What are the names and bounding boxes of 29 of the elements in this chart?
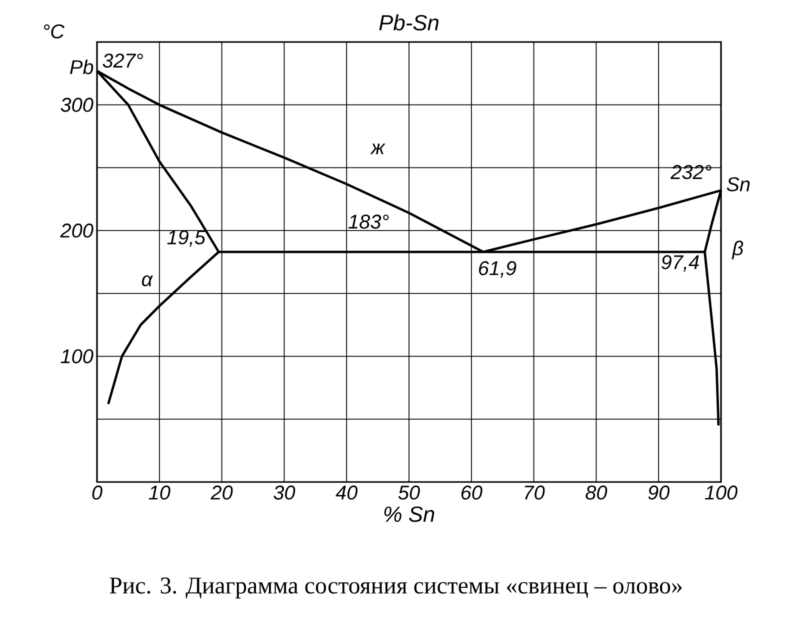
x-tick-label: 80 bbox=[586, 486, 608, 500]
annotation: 19,5 bbox=[167, 230, 206, 247]
x-tick-label: 90 bbox=[648, 486, 670, 500]
x-tick-label: 40 bbox=[336, 486, 358, 500]
x-tick-label: 20 bbox=[210, 486, 233, 500]
text: β bbox=[732, 240, 744, 260]
x-tick-label: 50 bbox=[398, 486, 420, 500]
x-tick-label: 30 bbox=[274, 486, 296, 500]
x-tick-label: 60 bbox=[461, 486, 482, 500]
y-axis-title: °C bbox=[44, 24, 65, 38]
annotation: Pb bbox=[70, 60, 94, 74]
chart-title: Pb-Sn bbox=[379, 14, 438, 30]
annotation: ж bbox=[370, 144, 386, 154]
x-tick-label: 0 bbox=[92, 486, 102, 500]
annotation: Sn bbox=[726, 177, 750, 192]
y-tick-label: 300 bbox=[60, 98, 94, 112]
annotation: 61,9 bbox=[478, 261, 516, 278]
annotation: 97,4 bbox=[661, 255, 699, 272]
y-tick-label: 100 bbox=[60, 349, 94, 364]
annotation: 183° bbox=[348, 214, 389, 229]
text: Рис. 3. Диаграмма состояния системы «свинец – олово» bbox=[110, 578, 682, 598]
annotation: 327° bbox=[102, 54, 143, 68]
y-tick-label: 200 bbox=[60, 224, 94, 238]
annotation: α bbox=[142, 275, 154, 286]
x-tick-label: 100 bbox=[704, 486, 738, 500]
x-tick-label: 10 bbox=[148, 486, 170, 500]
x-tick-label: 70 bbox=[524, 486, 545, 500]
x-axis-title: % Sn bbox=[384, 506, 434, 522]
annotation: 232° bbox=[670, 165, 712, 180]
